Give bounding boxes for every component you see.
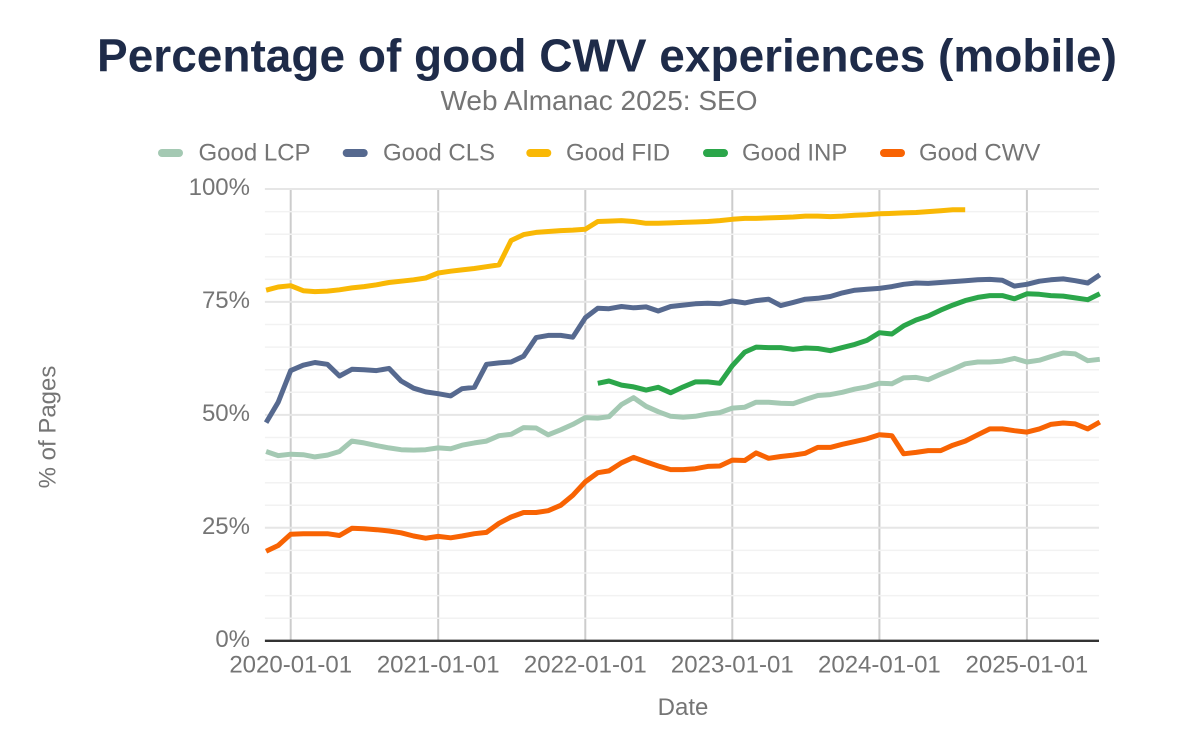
svg-text:2020-01-01: 2020-01-01 [229, 652, 352, 679]
svg-text:25%: 25% [202, 513, 250, 540]
svg-text:0%: 0% [215, 626, 250, 653]
svg-text:Percentage of good CWV experie: Percentage of good CWV experiences (mobi… [97, 30, 1117, 82]
svg-text:% of Pages: % of Pages [35, 366, 62, 489]
svg-text:Good INP: Good INP [742, 140, 847, 167]
svg-text:2025-01-01: 2025-01-01 [966, 652, 1089, 679]
svg-text:2024-01-01: 2024-01-01 [818, 652, 941, 679]
svg-text:Good FID: Good FID [566, 140, 670, 167]
svg-text:2022-01-01: 2022-01-01 [524, 652, 647, 679]
svg-text:2023-01-01: 2023-01-01 [671, 652, 794, 679]
svg-text:Web Almanac 2025: SEO: Web Almanac 2025: SEO [441, 85, 758, 116]
svg-text:Good CLS: Good CLS [383, 140, 495, 167]
svg-text:2021-01-01: 2021-01-01 [377, 652, 500, 679]
svg-text:100%: 100% [189, 174, 250, 201]
svg-text:50%: 50% [202, 400, 250, 427]
svg-text:Date: Date [658, 694, 709, 721]
svg-text:Good CWV: Good CWV [919, 140, 1040, 167]
svg-text:75%: 75% [202, 287, 250, 314]
svg-text:Good LCP: Good LCP [199, 140, 311, 167]
